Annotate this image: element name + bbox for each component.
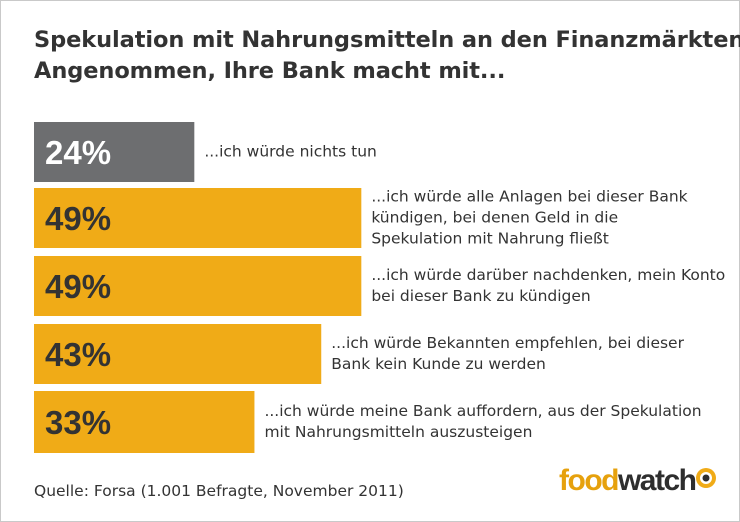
bar-chart: 24% ...ich würde nichts tun 49% ...ich würd… (34, 122, 725, 453)
bar-category-label-line: mit Nahrungsmitteln auszusteigen (264, 423, 532, 441)
source-note: Quelle: Forsa (1.001 Befragte, November … (34, 482, 404, 500)
bar-category-label-2: ...ich würde alle Anlagen bei dieser Ban… (371, 188, 687, 248)
chart-title-line-2: Angenommen, Ihre Bank macht mit... (34, 58, 506, 84)
bar-value-label-1: 24% (45, 134, 111, 171)
bar-category-label-line: Spekulation mit Nahrung fließt (371, 230, 609, 248)
foodwatch-logo: foodwatch (559, 463, 719, 499)
chart-title: Spekulation mit Nahrungsmitteln an den F… (34, 25, 740, 87)
bar-4 (34, 324, 322, 384)
bar-category-label-line: ...ich würde Bekannten empfehlen, bei di… (331, 334, 684, 352)
chart-title-line-1: Spekulation mit Nahrungsmitteln an den F… (34, 27, 740, 53)
bar-category-label-line: ...ich würde meine Bank auffordern, aus … (264, 402, 701, 420)
bar-category-label-4: ...ich würde Bekannten empfehlen, bei di… (331, 334, 684, 373)
bar-category-label-line: ...ich würde nichts tun (204, 143, 377, 161)
bar-category-label-line: Bank kein Kunde zu werden (331, 355, 546, 373)
bar-2 (34, 188, 362, 248)
bar-5 (34, 391, 255, 453)
bar-value-label-4: 43% (45, 336, 111, 373)
foodwatch-emblem-icon (696, 468, 716, 488)
bar-category-label-line: ...ich würde alle Anlagen bei dieser Ban… (371, 188, 687, 206)
bar-value-label-2: 49% (45, 200, 111, 237)
logo-text-watch: watch (617, 464, 697, 497)
bar-value-label-3: 49% (45, 268, 111, 305)
bar-category-label-1: ...ich würde nichts tun (204, 143, 377, 161)
bar-category-label-5: ...ich würde meine Bank auffordern, aus … (264, 402, 701, 441)
bar-3 (34, 256, 362, 316)
bar-category-label-line: bei dieser Bank zu kündigen (371, 287, 590, 305)
bar-category-label-3: ...ich würde darüber nachdenken, mein Ko… (371, 266, 725, 305)
bar-category-label-line: kündigen, bei denen Geld in die (371, 209, 618, 227)
bar-category-label-line: ...ich würde darüber nachdenken, mein Ko… (371, 266, 725, 284)
logo-text-food: food (559, 464, 619, 497)
bar-value-label-5: 33% (45, 404, 111, 441)
bar-1 (34, 122, 195, 182)
